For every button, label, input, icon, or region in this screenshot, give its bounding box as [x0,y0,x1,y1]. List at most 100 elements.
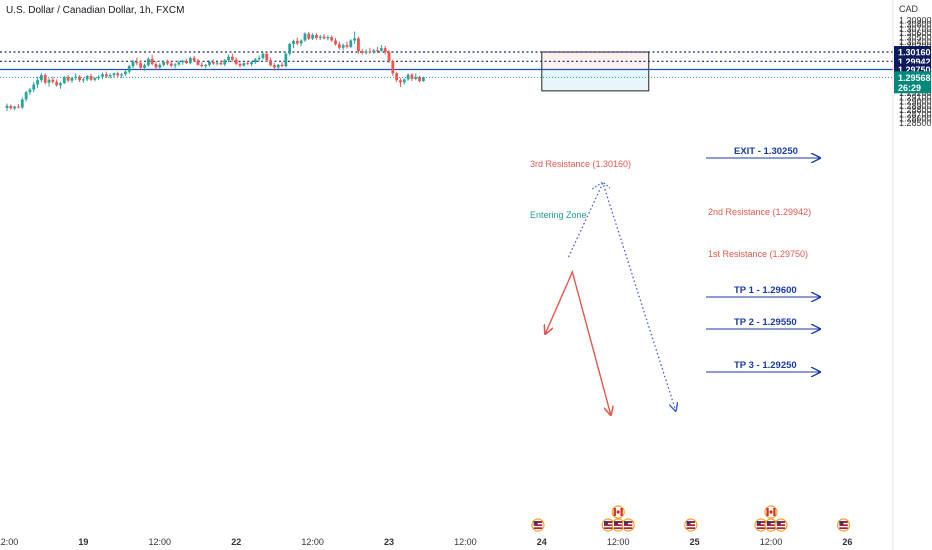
flag-stripe [686,523,695,525]
candle-body [89,75,93,80]
candle [376,46,379,53]
annotations: 3rd Resistance (1.30160) 2nd Resistance (… [530,146,820,372]
us-flag-icon [764,518,778,532]
candle [185,58,188,64]
candle-body [391,60,395,74]
candle [368,47,372,54]
candle [349,39,353,49]
flag-stripe [839,523,848,525]
candle [82,77,85,83]
candle [70,76,74,83]
candle [318,34,322,41]
candle [13,105,17,111]
candle [395,71,399,82]
candle-body [204,64,208,67]
flag-stripes [604,521,613,529]
candle [200,62,204,68]
candle-body [372,50,376,53]
tag-text: 1.29942 [898,57,931,67]
flag-stripes [766,521,776,529]
event-marker [836,518,851,532]
flag-band [620,508,623,516]
candle-body [93,78,97,80]
candle-body [139,63,143,68]
us-flag-icon [684,518,698,532]
flag-stripe [624,523,633,525]
candle-body [334,40,337,45]
event-marker [601,505,635,532]
flag-stripe [839,526,848,528]
candle-body [55,81,59,86]
tag-bg [894,63,931,76]
candle-body [376,50,379,52]
candle-body [322,36,326,39]
current-price-value: 1.29568 [898,73,931,83]
candle [20,97,24,109]
y-tick-label: 1.30600 [899,28,932,38]
candle-body [112,73,116,76]
candle [399,78,402,88]
candle [330,35,334,42]
flag-stripe [604,523,613,525]
bearish-projection-arrow [546,269,611,414]
candles [5,31,425,111]
flag-stripe [614,523,623,525]
candle [143,63,146,71]
candle [104,71,108,79]
candle-body [353,38,357,41]
currency-label: CAD [899,4,919,14]
candle [345,41,349,49]
candle [273,63,276,71]
candle [357,36,360,54]
flag-canton [624,521,628,525]
flag-stripe [756,526,766,528]
candle-body [269,60,272,66]
candle-body [421,77,425,82]
candle [353,31,357,44]
candle-body [345,45,349,47]
candle [85,75,89,82]
flag-stripe [533,523,543,525]
candle-body [124,71,127,75]
us-flag-icon [601,518,615,532]
flag-band [613,508,616,516]
candle-body [143,65,146,68]
y-tick-label: 1.30400 [899,37,932,47]
candle-body [177,62,181,65]
y-tick-label: 1.30800 [899,20,932,30]
candle [292,39,295,49]
flag-canton [756,521,761,525]
bullish-peak-arrowhead [591,181,611,190]
event-marker [754,505,788,532]
candle-body [17,106,20,108]
candle [135,57,139,66]
x-tick-label: 19 [78,537,88,547]
candle-body [66,77,70,81]
x-tick-label: 12:00 [0,537,18,547]
candle [39,72,43,83]
flag-canton [533,521,538,525]
candle-body [276,64,280,68]
candle-body [70,78,74,81]
candle-body [288,43,292,54]
x-tick-label: 25 [690,537,700,547]
candle [406,73,410,81]
candle [227,54,230,63]
candle-body [150,58,154,64]
candle-body [24,92,28,100]
candle [360,49,364,55]
flag-stripe [776,526,786,528]
flag-stripes [533,521,543,529]
candle-body [253,59,257,63]
candle-body [188,57,192,64]
ca-flag-icon [764,505,778,519]
y-tick-label: 1.30900 [899,15,932,25]
flag-stripes [776,521,786,529]
symbol-title: U.S. Dollar / Canadian Dollar, 1h, FXCM [6,5,184,16]
candle-body [360,51,364,53]
level-price-tag-3: 1.29750 [894,63,931,76]
candle-body [166,61,169,64]
candle [169,61,173,68]
candle [188,56,192,65]
